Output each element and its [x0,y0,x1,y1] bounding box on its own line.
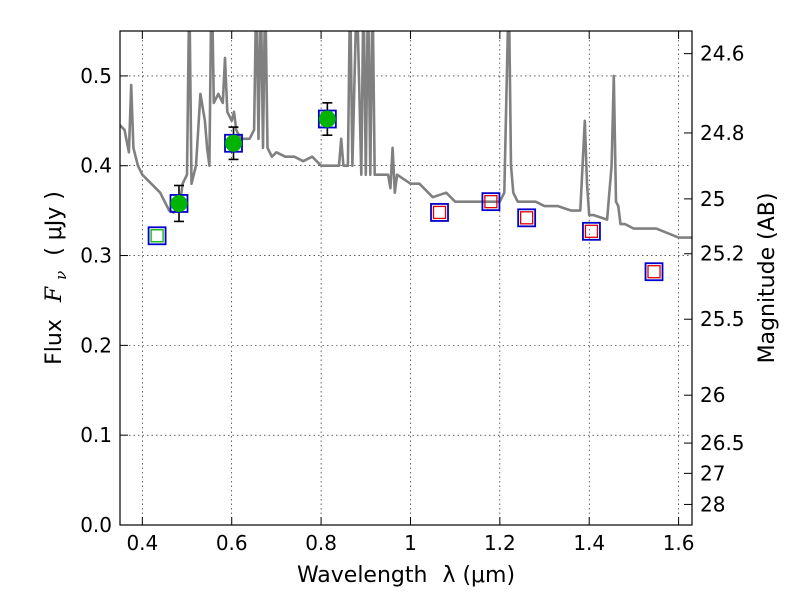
y2-tick-label: 28 [700,492,725,516]
y-tick-label: 0.4 [80,154,112,178]
inner-square [520,211,534,225]
y-axis-label-text: Flux [42,319,67,365]
x-axis-ticks: 0.4 0.6 0.8 1 1.2 1.4 1.6 [126,31,695,555]
inner-square [484,195,498,209]
model-photometry-square [582,221,601,241]
model-photometry-square [481,192,501,212]
photometry-point [318,110,336,128]
y2-tick-label: 25 [700,187,725,211]
y2-tick-label: 25.2 [700,242,745,266]
y-axis-label-subscript: ν [52,271,70,280]
inner-square [584,224,599,238]
x-tick-label: 1 [404,531,417,555]
y2-tick-label: 25.5 [700,307,745,331]
y-axis-label-unit: ( μJy ) [42,191,67,256]
plot-content [120,31,692,282]
x-tick-label: 1.4 [573,531,605,555]
model-photometry-square [147,226,167,246]
x-axis-label-symbol: λ (μm) [442,563,515,588]
y-tick-label: 0.2 [80,333,112,357]
model-photometry-square [644,262,664,282]
model-spectrum-line [120,31,692,239]
y2-tick-label: 26.5 [700,431,745,455]
y2-tick-label: 24.8 [700,121,745,145]
x-tick-label: 0.8 [305,531,337,555]
y-tick-label: 0.3 [80,244,112,268]
y2-axis-label: Magnitude (AB) [755,193,780,364]
model-photometry-square [430,203,449,222]
inner-square [647,265,661,279]
plot-frame [119,30,693,526]
y-tick-label: 0.0 [80,513,112,537]
photometry-point [225,134,243,152]
y-axis-label: Flux F ν ( μJy ) [42,191,72,365]
x-tick-label: 0.6 [216,531,248,555]
x-axis-label-text: Wavelength [297,563,428,588]
y2-tick-label: 24.6 [700,42,745,66]
model-photometry-square [517,208,537,228]
x-tick-label: 0.4 [126,531,158,555]
y2-tick-label: 26 [700,383,725,407]
x-axis-label: Wavelength λ (μm) [297,563,515,588]
x-tick-label: 1.6 [663,531,695,555]
inner-square [432,205,447,220]
photometry-point [170,194,188,212]
y-axis-ticks: 0.0 0.1 0.2 0.3 0.4 0.5 [80,64,128,537]
y-axis-label-symbol: F [42,286,67,303]
y2-axis-ticks: 24.6 24.8 25 25.2 25.5 26 26.5 27 28 [684,42,745,516]
y-tick-label: 0.5 [80,64,112,88]
y2-tick-label: 27 [700,461,725,485]
y-tick-label: 0.1 [80,423,112,447]
x-tick-label: 1.2 [484,531,516,555]
inner-square [150,229,164,243]
